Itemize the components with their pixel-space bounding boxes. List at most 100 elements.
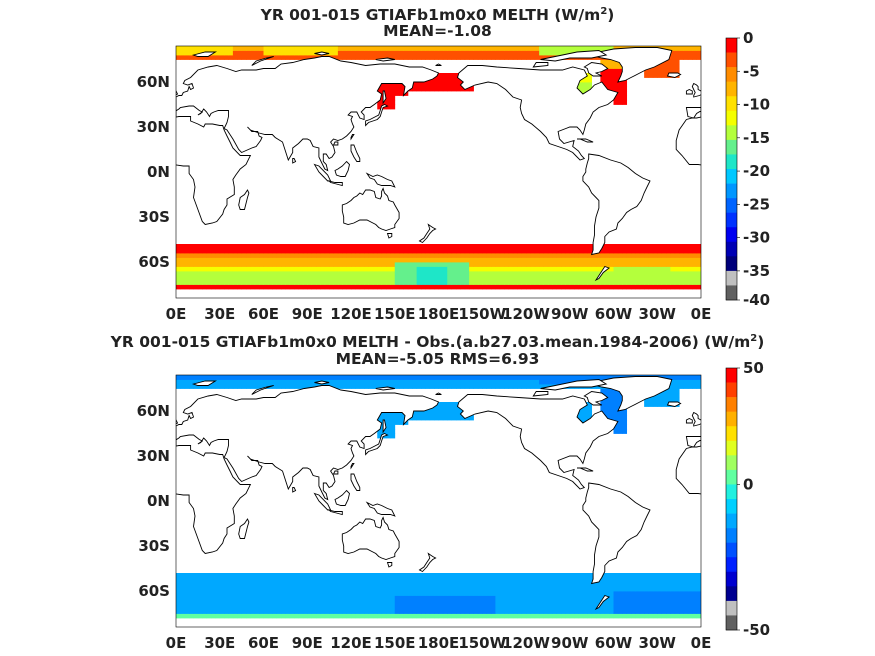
landmass-hainan: [859, 142, 863, 145]
landmass-antarctic-peninsula: [594, 265, 611, 282]
landmass-eurasia: [685, 425, 701, 448]
lon-label: 120E: [330, 634, 372, 652]
landmass-south-america: [58, 154, 125, 255]
colorbar-swatch: [726, 615, 737, 631]
landmass-philippines: [350, 473, 361, 491]
colorbar-swatch: [726, 382, 737, 398]
colorbar-swatch: [726, 198, 737, 213]
colorbar-label: -10: [743, 96, 770, 114]
landmass-wrangel: [435, 392, 442, 395]
landmass-java: [327, 509, 343, 516]
landmass-south-america: [582, 482, 651, 585]
landmass-taiwan: [350, 134, 355, 141]
landmass-antarctic-peninsula: [594, 594, 611, 611]
landmass-arctic-islands: [16, 380, 82, 391]
lon-label: 30W: [639, 634, 677, 652]
lon-label: 150E: [374, 305, 416, 323]
landmass-cuba: [52, 468, 68, 471]
colorbar-frame: [725, 37, 738, 301]
colorbar-label: 0: [743, 475, 753, 493]
landmass-africa: [675, 116, 701, 166]
landmass-hainan: [332, 470, 339, 475]
landmass-africa: [675, 445, 701, 495]
lat-label: 30N: [137, 447, 170, 465]
landmass-north-america: [456, 394, 619, 490]
landmass-uk: [691, 411, 701, 427]
lat-label: 30S: [138, 537, 170, 555]
landmass-sakhalin: [382, 90, 387, 105]
lon-label: 0E: [691, 305, 712, 323]
landmass-greenland: [595, 47, 673, 83]
colorbar-swatch: [726, 52, 737, 68]
landmass-tasmania: [386, 562, 393, 568]
landmass-java: [854, 181, 867, 186]
landmass-sri-lanka: [818, 488, 821, 493]
landmass-novaya-zemlya: [777, 386, 799, 395]
colorbar-swatch: [726, 455, 737, 471]
colorbar-swatch: [726, 542, 737, 558]
lon-label: 0E: [166, 305, 187, 323]
landmass-sumatra: [840, 494, 856, 511]
lon-label: 0E: [166, 634, 187, 652]
colorbar-swatch: [726, 67, 737, 82]
landmass-japan: [365, 432, 389, 456]
landmass-australia: [867, 189, 875, 231]
lon-label: 60E: [248, 634, 279, 652]
map-frame-1: [175, 45, 702, 299]
lon-label: 30W: [639, 305, 677, 323]
colorbar-swatch: [726, 586, 737, 602]
landmass-borneo: [334, 489, 350, 506]
landmass-java: [854, 510, 867, 515]
colorbar-2: 50 0 -50: [725, 359, 770, 639]
landmass-tasmania: [386, 233, 393, 239]
colorbar-swatch: [726, 125, 737, 141]
landmass-greenland: [71, 48, 147, 83]
colorbar-swatch: [726, 270, 737, 286]
lon-label: 90E: [292, 634, 323, 652]
landmass-new-guinea: [365, 501, 396, 517]
landmass-new-siberian-isl: [375, 386, 395, 391]
colorbar-label: -15: [743, 129, 770, 147]
landmass-arctic-islands: [540, 379, 608, 391]
landmass-new-zealand: [418, 552, 437, 573]
lon-label: 90E: [292, 305, 323, 323]
landmass-africa: [176, 116, 252, 225]
landmass-japan: [365, 103, 389, 127]
map-panel-1: 60N 30N 0N 30S 60S 0E 30E 60E 90E 120E 150E 180E 150…: [8, 29, 875, 323]
landmass-sumatra: [313, 163, 332, 182]
colorbar-swatch: [726, 227, 737, 243]
lat-label: 0N: [147, 492, 170, 510]
landmass-svalbard: [191, 51, 217, 57]
colorbar-swatch: [726, 212, 737, 228]
landmass-sumatra: [840, 165, 856, 182]
colorbar-swatch: [726, 38, 737, 53]
map-panel-2: 60N 30N 0N 30S 60S 0E 30E 60E 90E 120E 150E 180E 150…: [0, 359, 875, 652]
colorbar-label: -30: [743, 229, 770, 247]
landmass-south-america: [582, 153, 651, 256]
landmass-hainan: [859, 471, 863, 474]
lon-label: 30E: [204, 305, 235, 323]
colorbar-swatch: [726, 154, 737, 170]
colorbar-swatch: [726, 440, 737, 456]
landmass-new-guinea: [365, 172, 396, 188]
landmass-victoria-island: [532, 62, 549, 68]
lon-label: 120E: [330, 305, 372, 323]
landmass-arctic-islands: [16, 51, 82, 62]
landmass-wrangel: [435, 63, 442, 66]
landmass-philippines: [350, 144, 361, 162]
landmass-north-america: [0, 395, 93, 490]
landmass-borneo: [860, 162, 875, 177]
landmass-new-siberian-isl: [375, 57, 395, 62]
landmass-taiwan: [350, 463, 355, 470]
colorbar-label: -20: [743, 162, 770, 180]
landmass-victoria-island: [8, 63, 23, 68]
landmass-antarctic-peninsula: [71, 596, 84, 610]
lat-label: 0N: [147, 163, 170, 181]
landmass-baffin-island: [59, 63, 82, 77]
colorbar-swatch: [726, 411, 737, 427]
lon-label: 180E: [418, 634, 460, 652]
landmass-australia: [867, 518, 875, 560]
colorbar-swatch: [726, 426, 737, 442]
panel-1-title-tail: ): [607, 6, 615, 24]
landmass-sri-lanka: [292, 158, 297, 164]
